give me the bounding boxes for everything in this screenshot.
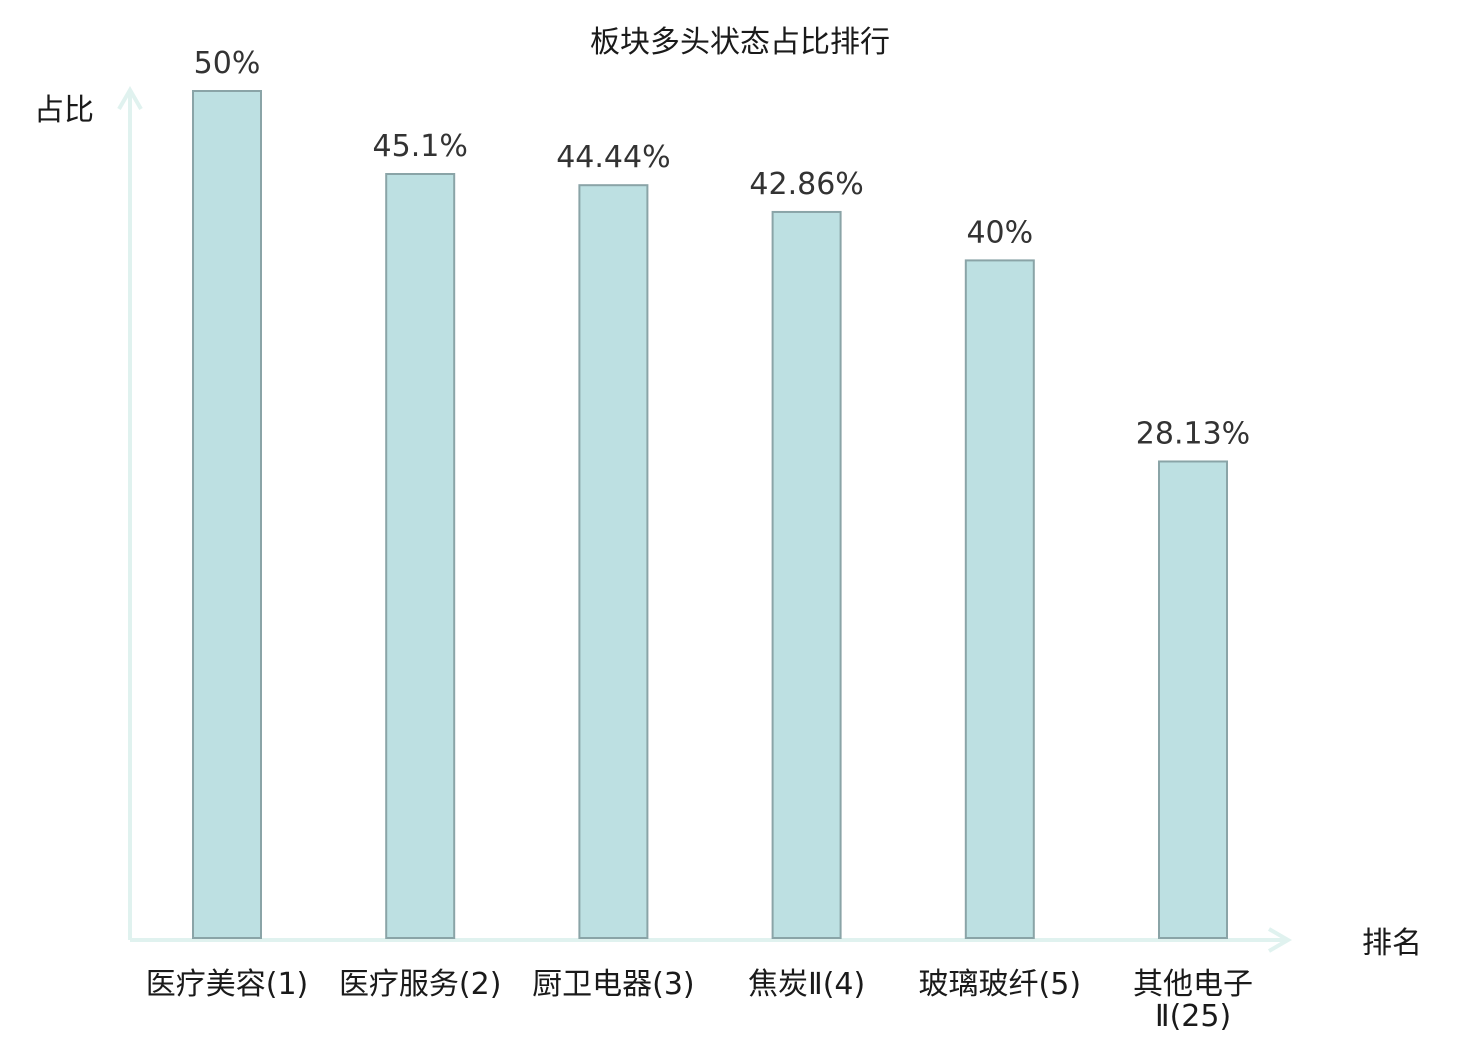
bar-4 (771, 210, 842, 939)
chart-title: 板块多头状态占比排行 (590, 25, 890, 60)
category-label-1: 医疗美容(1) (146, 967, 309, 1002)
bars-group (192, 90, 1228, 940)
x-axis-arrow-icon (1267, 927, 1292, 953)
category-label-5: 玻璃玻纤(5) (919, 967, 1082, 1002)
category-labels-group: 医疗美容(1) 医疗服务(2) 厨卫电器(3) 焦炭Ⅱ(4) 玻璃玻纤(5) 其他电子Ⅱ(… (146, 967, 1253, 1034)
y-axis: 占比 (34, 86, 143, 940)
category-label-2: 医疗服务(2) (339, 967, 502, 1002)
y-axis-label: 占比 (34, 93, 94, 128)
value-label-3: 44.44% (556, 140, 670, 175)
value-label-6: 28.13% (1136, 416, 1250, 451)
bar-1 (192, 90, 262, 939)
category-label-4: 焦炭Ⅱ(4) (748, 967, 865, 1002)
value-label-2: 45.1% (373, 129, 468, 164)
bar-6 (1158, 460, 1228, 939)
value-label-1: 50% (194, 46, 261, 81)
value-label-5: 40% (966, 215, 1033, 250)
y-axis-arrow-icon (117, 86, 143, 111)
category-label-3: 厨卫电器(3) (532, 967, 695, 1002)
category-label-6-line-1: 其他电子 (1133, 967, 1253, 1002)
bar-5 (964, 259, 1035, 939)
value-label-4: 42.86% (749, 167, 863, 202)
bar-2 (385, 173, 456, 940)
x-axis-label: 排名 (1362, 926, 1422, 961)
value-labels-group: 50% 45.1% 44.44% 42.86% 40% 28.13% (194, 46, 1251, 451)
bar-3 (578, 184, 649, 939)
category-label-6-line-2: Ⅱ(25) (1155, 999, 1231, 1034)
x-axis: 排名 (130, 926, 1422, 961)
